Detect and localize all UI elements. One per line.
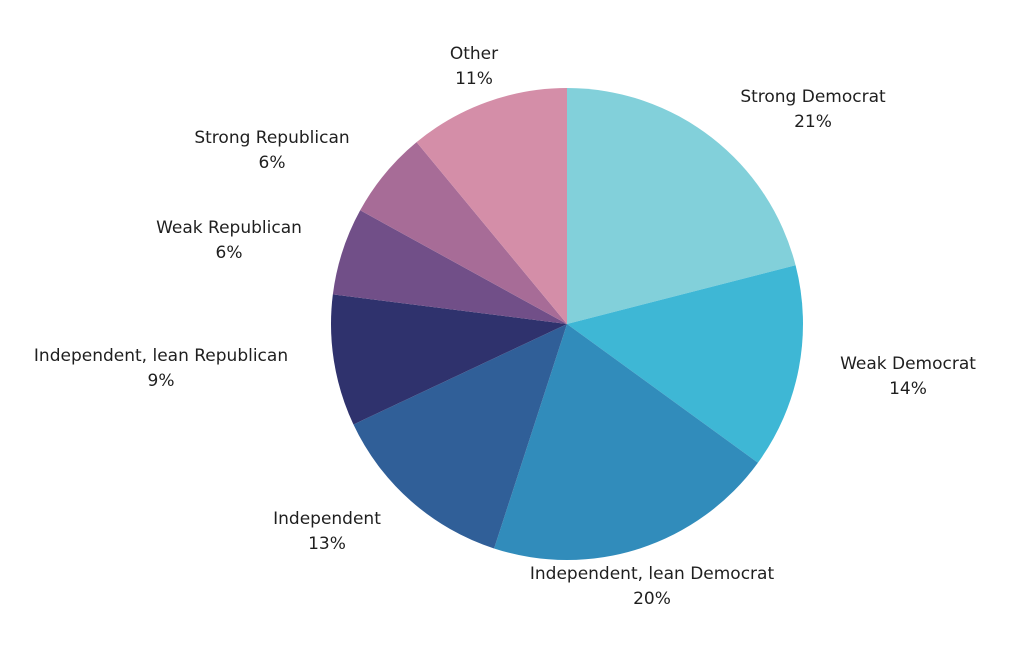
slice-label-strong-democrat: Strong Democrat <box>740 87 886 107</box>
pie-slice-weak-democrat <box>567 265 803 463</box>
pie-slice-strong-democrat <box>567 88 796 324</box>
slice-value-independent: 13% <box>308 534 346 554</box>
slice-label-weak-democrat: Weak Democrat <box>840 354 976 374</box>
pie-slice-independent-lean-republican <box>331 294 567 425</box>
slice-label-independent-lean-republican: Independent, lean Republican <box>34 346 288 366</box>
slice-value-strong-republican: 6% <box>259 153 286 173</box>
pie-slice-strong-republican <box>360 142 567 324</box>
slice-value-independent-lean-republican: 9% <box>148 371 175 391</box>
slice-value-independent-lean-democrat: 20% <box>633 589 671 609</box>
slice-value-strong-democrat: 21% <box>794 112 832 132</box>
slice-label-independent-lean-democrat: Independent, lean Democrat <box>530 564 775 584</box>
pie-labels: Strong Democrat 21% Weak Democrat 14% Indepe… <box>34 44 976 609</box>
slice-value-weak-democrat: 14% <box>889 379 927 399</box>
pie-slice-independent <box>353 324 567 549</box>
slice-label-independent: Independent <box>273 509 381 529</box>
pie-slice-weak-republican <box>332 210 567 324</box>
slice-label-other: Other <box>450 44 498 64</box>
pie-slice-independent-lean-democrat <box>494 324 758 560</box>
slice-label-strong-republican: Strong Republican <box>194 128 349 148</box>
slice-value-other: 11% <box>455 69 493 89</box>
pie-slice-other <box>416 88 567 324</box>
slice-label-weak-republican: Weak Republican <box>156 218 302 238</box>
slice-value-weak-republican: 6% <box>216 243 243 263</box>
pie-slices <box>331 88 803 560</box>
